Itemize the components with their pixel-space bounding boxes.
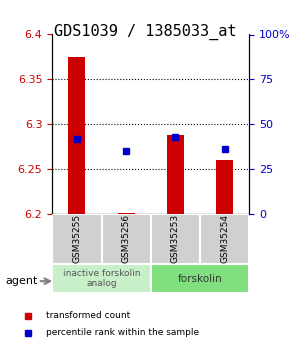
FancyBboxPatch shape bbox=[151, 264, 249, 293]
FancyBboxPatch shape bbox=[52, 214, 102, 264]
Text: GSM35254: GSM35254 bbox=[220, 214, 229, 264]
Bar bbox=[167, 135, 184, 214]
Text: inactive forskolin
analog: inactive forskolin analog bbox=[63, 269, 140, 288]
FancyBboxPatch shape bbox=[200, 214, 249, 264]
Bar bbox=[117, 213, 135, 214]
Text: GDS1039 / 1385033_at: GDS1039 / 1385033_at bbox=[54, 24, 236, 40]
Text: transformed count: transformed count bbox=[46, 311, 130, 320]
Text: agent: agent bbox=[6, 276, 38, 286]
Bar bbox=[216, 160, 233, 214]
Text: GSM35253: GSM35253 bbox=[171, 214, 180, 264]
Text: GSM35256: GSM35256 bbox=[122, 214, 131, 264]
Text: percentile rank within the sample: percentile rank within the sample bbox=[46, 328, 199, 337]
FancyBboxPatch shape bbox=[151, 214, 200, 264]
Text: forskolin: forskolin bbox=[178, 274, 222, 284]
Text: GSM35255: GSM35255 bbox=[72, 214, 81, 264]
FancyBboxPatch shape bbox=[52, 264, 151, 293]
FancyBboxPatch shape bbox=[102, 214, 151, 264]
Bar bbox=[68, 57, 86, 214]
